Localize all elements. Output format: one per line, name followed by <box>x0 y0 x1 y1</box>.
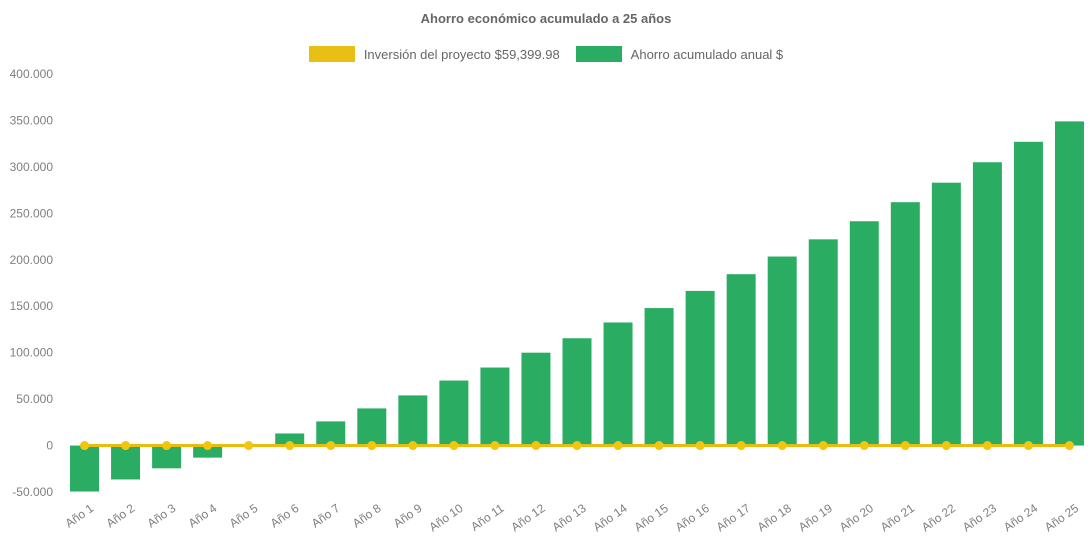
line-point-año-19[interactable] <box>818 441 828 451</box>
line-point-año-11[interactable] <box>490 441 500 451</box>
bar-año-8[interactable] <box>357 408 387 446</box>
x-tick-label: Año 23 <box>960 501 999 534</box>
x-tick-label: Año 20 <box>837 501 876 534</box>
line-point-año-15[interactable] <box>654 441 664 451</box>
y-tick-label: 300.000 <box>10 160 54 174</box>
x-tick-label: Año 19 <box>796 501 835 534</box>
bar-año-6[interactable] <box>275 433 305 446</box>
x-tick-label: Año 13 <box>550 501 589 534</box>
y-tick-label: 200.000 <box>10 253 54 267</box>
bar-año-14[interactable] <box>603 322 633 446</box>
bar-año-19[interactable] <box>808 239 838 446</box>
line-point-año-24[interactable] <box>1023 441 1033 451</box>
line-point-año-10[interactable] <box>449 441 459 451</box>
bar-año-2[interactable] <box>111 445 141 480</box>
line-point-año-21[interactable] <box>900 441 910 451</box>
legend-item-ahorro[interactable]: Ahorro acumulado anual $ <box>575 46 784 62</box>
x-tick-label: Año 17 <box>714 501 753 534</box>
x-tick-label: Año 12 <box>508 501 547 534</box>
y-tick-label: 250.000 <box>10 206 54 220</box>
x-tick-label: Año 15 <box>632 501 671 534</box>
y-tick-label: -50.000 <box>12 485 53 499</box>
line-point-año-7[interactable] <box>326 441 336 451</box>
line-point-año-4[interactable] <box>203 441 213 451</box>
line-point-año-16[interactable] <box>695 441 705 451</box>
line-point-año-18[interactable] <box>777 441 787 451</box>
legend-swatch-green-icon <box>575 46 622 62</box>
line-point-año-6[interactable] <box>285 441 295 451</box>
x-tick-label: Año 7 <box>309 501 343 531</box>
bar-año-1[interactable] <box>70 445 100 492</box>
x-tick-label: Año 21 <box>878 501 917 534</box>
x-tick-label: Año 4 <box>186 501 220 531</box>
line-point-año-25[interactable] <box>1064 441 1074 451</box>
x-tick-label: Año 1 <box>63 501 97 531</box>
line-point-año-14[interactable] <box>613 441 623 451</box>
line-point-año-1[interactable] <box>80 441 90 451</box>
bar-año-12[interactable] <box>521 352 551 446</box>
line-point-año-13[interactable] <box>572 441 582 451</box>
bar-año-9[interactable] <box>398 395 428 446</box>
bar-año-23[interactable] <box>972 162 1002 446</box>
bar-año-11[interactable] <box>480 367 510 446</box>
line-point-año-3[interactable] <box>162 441 172 451</box>
chart-legend: Inversión del proyecto $59,399.98 Ahorro… <box>0 46 1092 62</box>
x-tick-label: Año 25 <box>1042 501 1081 534</box>
bar-año-22[interactable] <box>931 182 961 446</box>
line-point-año-12[interactable] <box>531 441 541 451</box>
y-tick-label: 0 <box>46 439 53 453</box>
line-point-año-22[interactable] <box>941 441 951 451</box>
bar-año-18[interactable] <box>767 256 797 446</box>
x-tick-label: Año 16 <box>673 501 712 534</box>
y-tick-label: 400.000 <box>10 67 54 81</box>
legend-label-inversion: Inversión del proyecto $59,399.98 <box>363 46 560 62</box>
x-tick-label: Año 14 <box>591 501 630 534</box>
y-tick-label: 50.000 <box>16 392 53 406</box>
bar-año-15[interactable] <box>644 308 674 446</box>
line-point-año-9[interactable] <box>408 441 418 451</box>
y-tick-label: 150.000 <box>10 299 54 313</box>
legend-item-inversion[interactable]: Inversión del proyecto $59,399.98 <box>308 46 560 62</box>
x-tick-label: Año 8 <box>350 501 384 531</box>
y-tick-label: 100.000 <box>10 346 54 360</box>
bar-año-24[interactable] <box>1013 141 1043 446</box>
x-tick-label: Año 6 <box>268 501 302 531</box>
x-tick-label: Año 22 <box>919 501 958 534</box>
line-point-año-8[interactable] <box>367 441 377 451</box>
bar-año-4[interactable] <box>193 445 223 458</box>
bar-año-16[interactable] <box>685 290 715 446</box>
line-point-año-2[interactable] <box>121 441 131 451</box>
x-tick-label: Año 24 <box>1001 501 1040 534</box>
line-point-año-20[interactable] <box>859 441 869 451</box>
x-tick-label: Año 18 <box>755 501 794 534</box>
legend-label-ahorro: Ahorro acumulado anual $ <box>630 46 784 62</box>
chart-title: Ahorro económico acumulado a 25 años <box>420 11 672 26</box>
bar-año-17[interactable] <box>726 274 756 446</box>
bar-año-13[interactable] <box>562 338 592 446</box>
bar-año-3[interactable] <box>152 445 182 469</box>
x-tick-label: Año 5 <box>227 501 261 531</box>
y-tick-label: 350.000 <box>10 113 54 127</box>
bar-año-25[interactable] <box>1054 121 1084 446</box>
line-point-año-17[interactable] <box>736 441 746 451</box>
bar-año-21[interactable] <box>890 202 920 446</box>
legend-swatch-yellow-icon <box>308 46 355 62</box>
x-tick-label: Año 3 <box>145 501 179 531</box>
x-tick-label: Año 2 <box>104 501 138 531</box>
x-tick-label: Año 11 <box>468 501 507 534</box>
bar-año-20[interactable] <box>849 221 879 446</box>
x-tick-label: Año 9 <box>391 501 425 531</box>
bar-año-10[interactable] <box>439 380 469 446</box>
line-point-año-5[interactable] <box>244 441 254 451</box>
x-tick-label: Año 10 <box>426 501 465 534</box>
line-point-año-23[interactable] <box>982 441 992 451</box>
